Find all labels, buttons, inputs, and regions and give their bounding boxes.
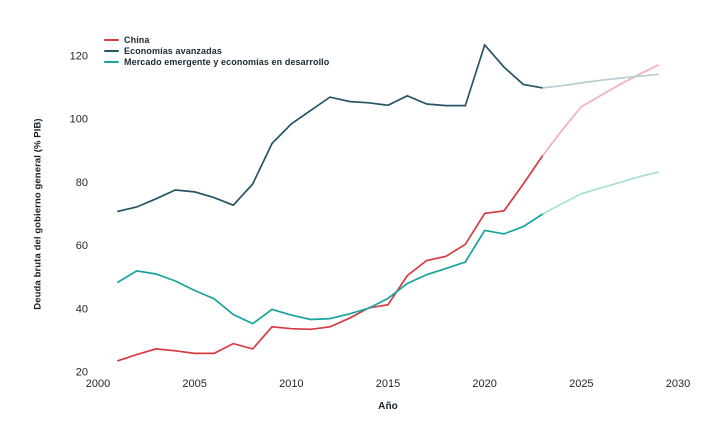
series-line-2 bbox=[116, 213, 544, 325]
x-tick-label: 2015 bbox=[376, 378, 400, 390]
legend-label-china: China bbox=[124, 35, 150, 45]
legend-label-emerging-markets: Mercado emergente y economías en desarro… bbox=[124, 57, 330, 67]
legend-item-emerging-markets: Mercado emergente y economías en desarro… bbox=[104, 57, 329, 67]
x-axis-title: Año bbox=[378, 401, 398, 412]
x-tick-label: 2025 bbox=[569, 378, 593, 390]
legend-item-advanced-economies: Economías avanzadas bbox=[104, 46, 329, 56]
x-tick-label: 2030 bbox=[666, 378, 690, 390]
y-tick-label: 40 bbox=[76, 303, 88, 315]
y-tick-label: 120 bbox=[70, 51, 88, 63]
legend-swatch-china bbox=[104, 38, 119, 42]
series-line-0 bbox=[117, 155, 544, 362]
y-tick-label: 100 bbox=[70, 114, 88, 126]
legend-item-china: China bbox=[104, 35, 329, 45]
series-projection-line-0 bbox=[542, 64, 660, 157]
y-tick-label: 20 bbox=[76, 367, 88, 379]
y-tick-label: 60 bbox=[76, 240, 88, 252]
legend: China Economías avanzadas Mercado emerge… bbox=[104, 35, 329, 67]
x-tick-label: 2000 bbox=[86, 378, 110, 390]
x-tick-label: 2010 bbox=[279, 378, 303, 390]
y-axis-title: Deuda bruta del gobierno general (% PIB) bbox=[32, 118, 44, 310]
y-tick-label: 80 bbox=[76, 177, 88, 189]
legend-swatch-advanced-economies bbox=[104, 49, 119, 53]
legend-swatch-emerging-markets bbox=[104, 60, 119, 64]
series-projection-line-2 bbox=[542, 171, 659, 215]
x-tick-label: 2005 bbox=[182, 378, 206, 390]
series-projection-line-1 bbox=[542, 73, 659, 89]
legend-label-advanced-economies: Economías avanzadas bbox=[124, 46, 222, 56]
x-tick-label: 2020 bbox=[472, 378, 496, 390]
series-line-1 bbox=[117, 43, 543, 213]
